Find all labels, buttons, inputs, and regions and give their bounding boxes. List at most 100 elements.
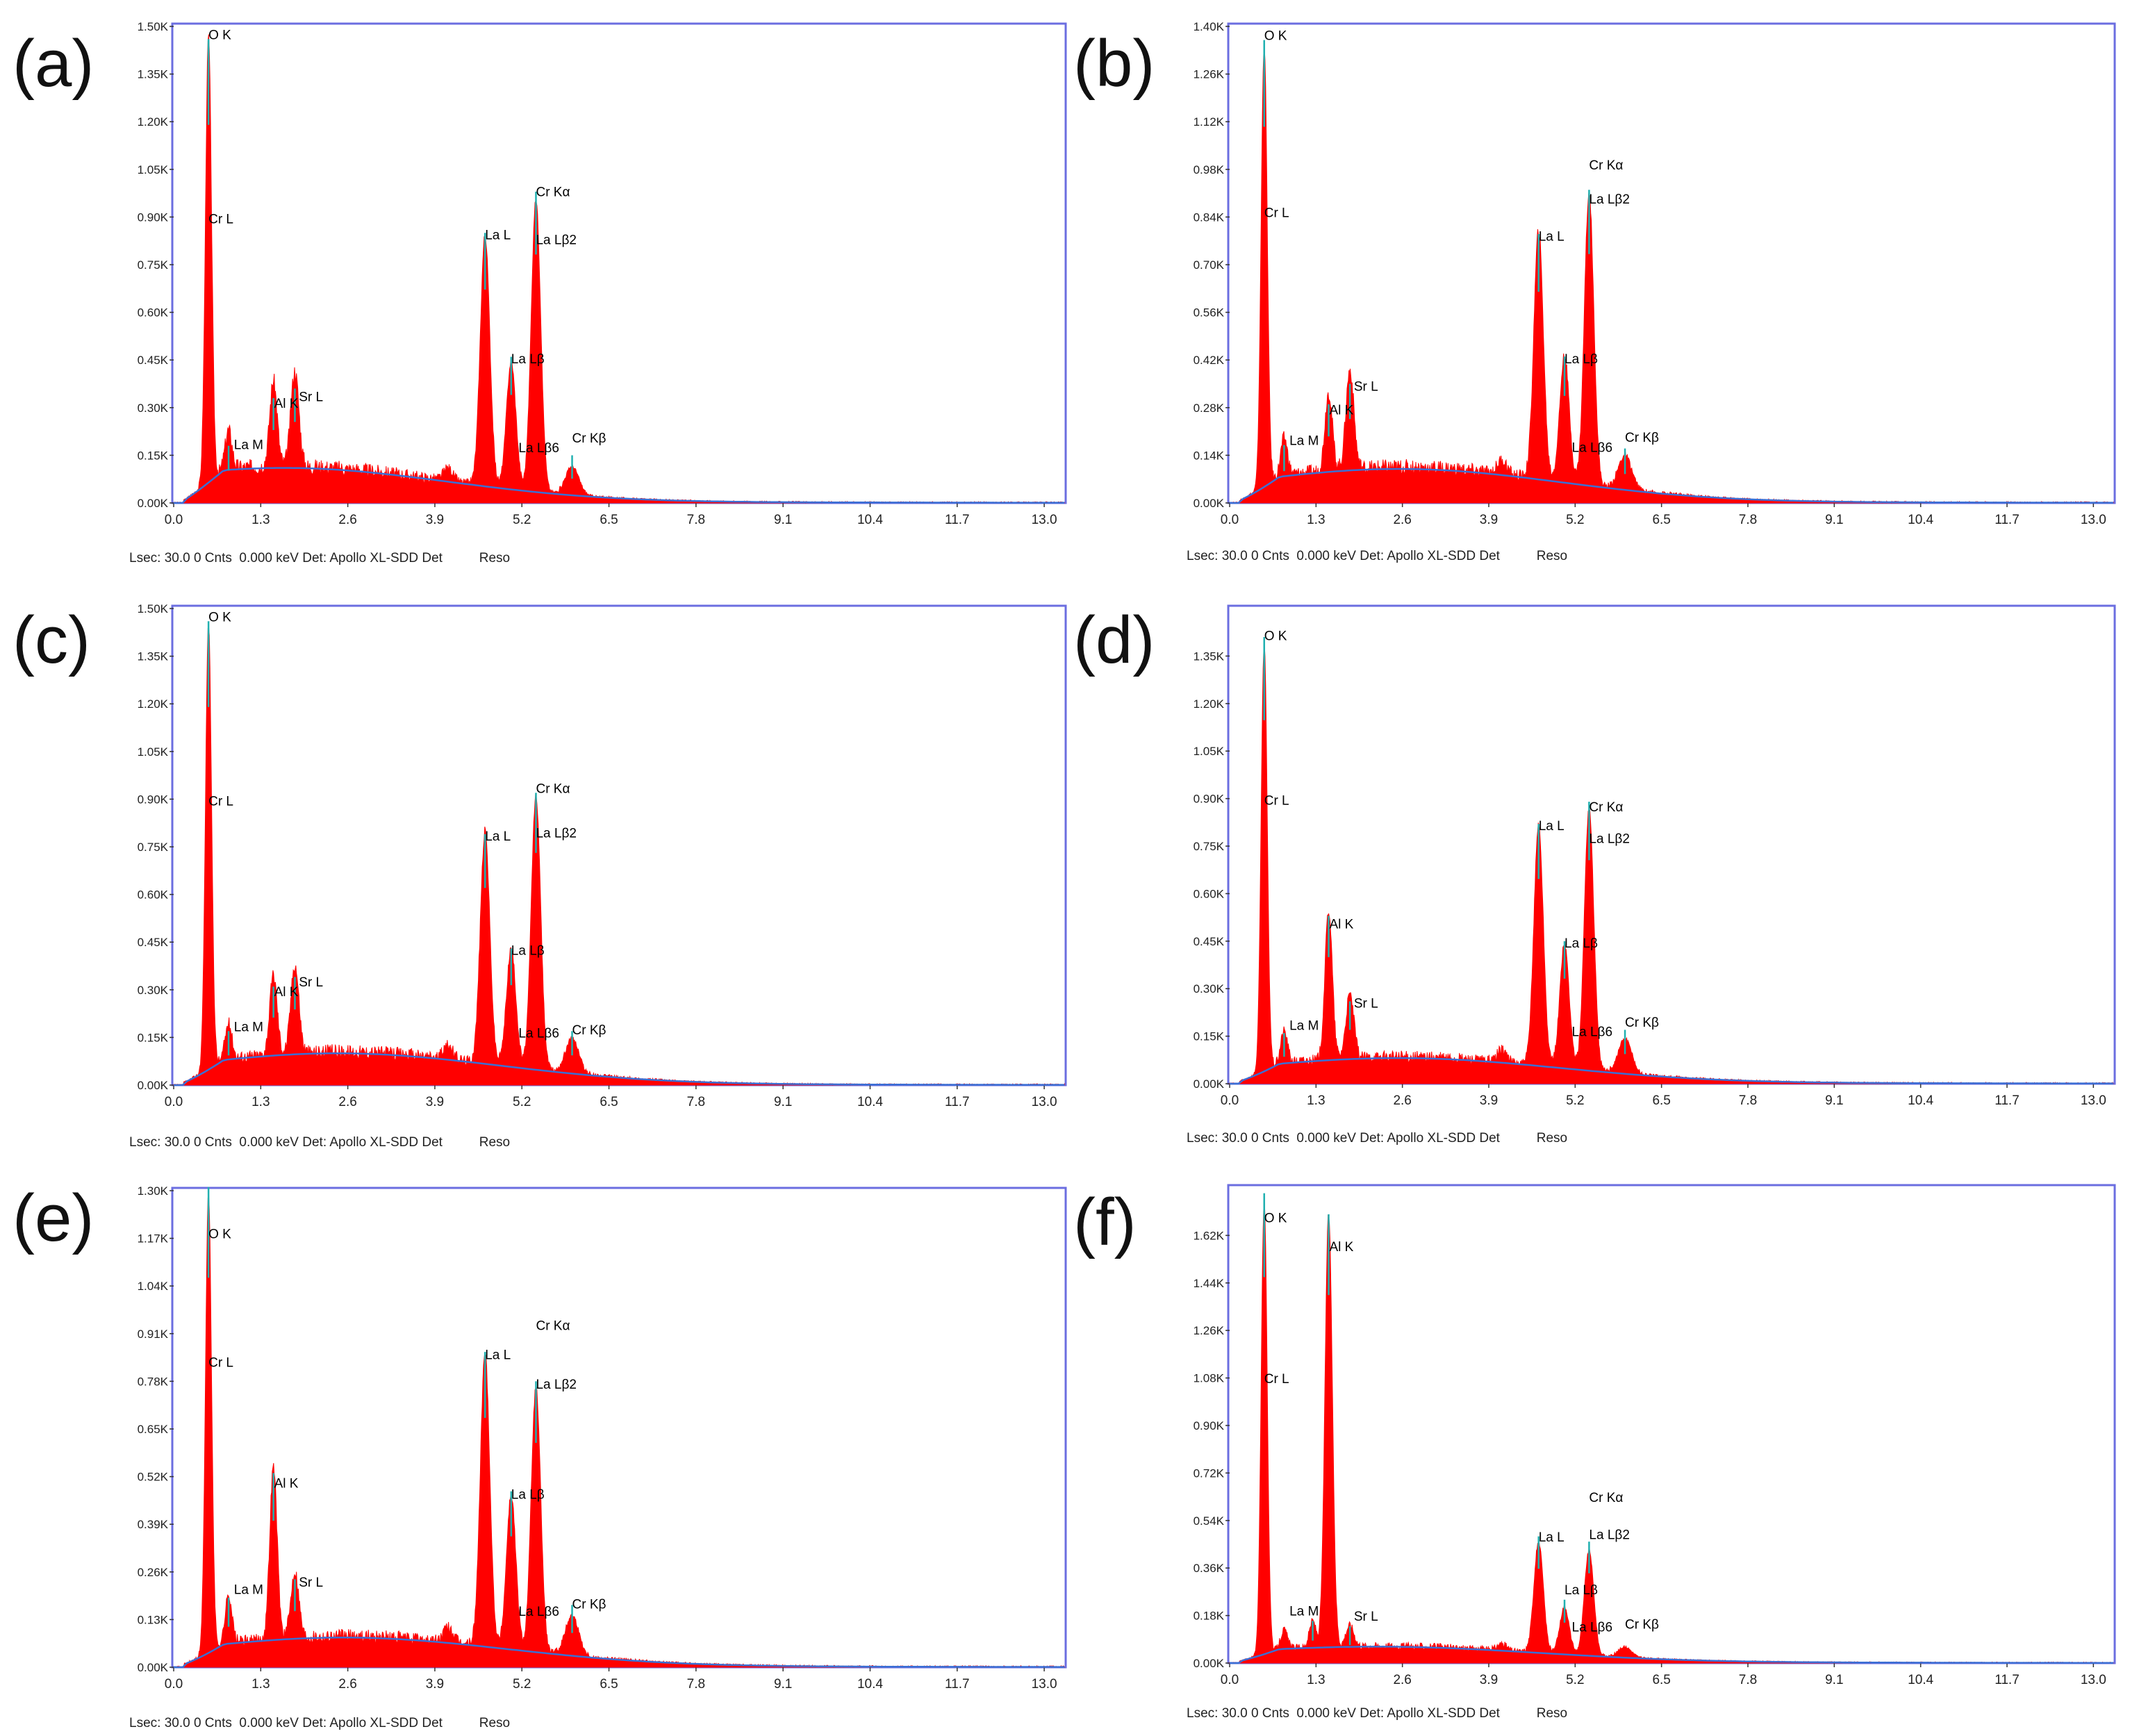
element-label: La Lβ6 [1572,1620,1612,1635]
element-label: La Lβ [511,1487,545,1502]
x-tick-label: 11.7 [945,1677,970,1692]
x-tick-label: 9.1 [1825,1093,1843,1108]
y-tick-label: 1.20K [1194,697,1225,711]
plot-frame [171,22,1067,504]
element-label: Cr L [208,213,233,227]
x-tick-label: 9.1 [1825,1673,1843,1687]
element-label: La M [234,438,263,452]
y-tick-label: 1.40K [1194,20,1225,33]
y-tick-label: 0.26K [138,1566,169,1579]
x-tick-label: 6.5 [1652,1093,1670,1108]
y-tick-label: 0.00K [1194,1657,1225,1670]
element-label: Sr L [299,975,323,990]
y-tick-label: 0.15K [138,449,169,462]
y-tick-label: 1.05K [138,163,169,176]
x-tick-label: 2.6 [338,1095,356,1109]
y-tick-label: 0.91K [138,1328,169,1341]
eds-spectrum-b: 0.00K 0.14K 0.28K 0.42K 0.56K 0.70K 0.84K 0.98K… [1194,20,2116,527]
x-tick-label: 5.2 [1566,1093,1584,1108]
element-label: Cr Kα [1589,158,1623,173]
x-tick-label: 3.9 [1480,1673,1498,1687]
element-label: Cr L [208,795,233,809]
y-tick-label: 0.39K [138,1518,169,1531]
x-tick-label: 13.0 [1032,513,1057,527]
x-tick-label: 13.0 [2081,513,2106,527]
panel-label-a: (a) [13,26,94,101]
element-label: La Lβ2 [1589,1528,1629,1542]
y-tick-label: 0.54K [1194,1514,1225,1528]
element-label: La Lβ [511,943,545,958]
x-tick-label: 0.0 [1221,513,1239,527]
footer-d: Lsec: 30.0 0 Cnts 0.000 keV Det: Apollo … [1187,1131,1568,1146]
x-tick-label: 6.5 [1652,1673,1670,1687]
eds-spectrum-f: 0.00K 0.18K 0.36K 0.54K 0.72K 0.90K 1.08K 1.26K… [1194,1184,2116,1687]
y-tick-label: 1.20K [138,115,169,129]
y-tick-label: 0.14K [1194,449,1225,462]
element-label: La Lβ6 [1572,1025,1612,1040]
element-label: O K [208,1227,231,1242]
y-tick-label: 0.90K [1194,1419,1225,1432]
element-label: Al K [274,397,299,411]
y-tick-label: 0.30K [138,402,169,415]
element-label: Cr Kα [1589,1491,1623,1505]
x-tick-label: 10.4 [1908,513,1933,527]
element-label: La Lβ2 [536,233,576,247]
y-tick-label: 0.78K [138,1375,169,1388]
x-tick-label: 3.9 [426,1095,444,1109]
element-label: Cr Kβ [572,1598,606,1612]
y-tick-label: 1.62K [1194,1229,1225,1242]
y-tick-label: 0.72K [1194,1466,1225,1480]
footer-e: Lsec: 30.0 0 Cnts 0.000 keV Det: Apollo … [129,1716,511,1730]
y-tick-label: 0.65K [138,1423,169,1436]
element-label: O K [208,610,231,625]
x-tick-label: 3.9 [426,513,444,527]
x-tick-label: 2.6 [338,513,356,527]
y-tick-label: 0.00K [1194,497,1225,510]
y-tick-label: 0.00K [1194,1077,1225,1091]
element-label: Cr L [1264,206,1289,220]
y-tick-label: 0.36K [1194,1562,1225,1575]
y-tick-label: 0.13K [138,1613,169,1626]
y-tick-label: 0.60K [138,888,169,902]
y-tick-label: 0.30K [1194,982,1225,995]
y-tick-label: 1.26K [1194,68,1225,81]
y-tick-label: 0.30K [138,984,169,997]
y-tick-label: 0.42K [1194,354,1225,367]
element-label: Cr Kβ [1625,1618,1659,1632]
x-tick-label: 2.6 [1393,1093,1411,1108]
y-tick-label: 0.56K [1194,306,1225,320]
x-tick-label: 13.0 [2081,1093,2106,1108]
y-tick-label: 0.15K [1194,1030,1225,1043]
x-tick-label: 1.3 [1307,1093,1325,1108]
y-tick-label: 0.18K [1194,1610,1225,1623]
y-tick-label: 0.75K [138,841,169,854]
element-label: Cr Kβ [1625,431,1659,445]
x-tick-label: 13.0 [1032,1677,1057,1692]
x-tick-label: 11.7 [1995,513,2020,527]
eds-spectrum-d: 0.00K 0.15K 0.30K 0.45K 0.60K 0.75K 0.90K 1.05K… [1194,604,2116,1108]
element-label: Al K [274,985,299,1000]
element-label: O K [208,28,231,42]
element-label: Cr Kα [536,782,570,796]
element-label: La Lβ2 [1589,192,1629,207]
element-label: Sr L [1354,997,1378,1011]
y-tick-label: 0.45K [1194,935,1225,948]
y-tick-label: 1.35K [1194,650,1225,663]
element-label: Sr L [1354,379,1378,394]
y-tick-label: 0.52K [138,1471,169,1484]
element-label: Cr L [1264,1372,1289,1387]
y-tick-label: 1.20K [138,697,169,711]
footer-f: Lsec: 30.0 0 Cnts 0.000 keV Det: Apollo … [1187,1706,1568,1721]
x-tick-label: 7.8 [1739,1673,1757,1687]
background-fit-line [174,1052,1064,1086]
element-label: Cr L [1264,794,1289,809]
y-tick-label: 0.75K [1194,840,1225,853]
x-tick-label: 10.4 [857,1095,883,1109]
panel-label-e: (e) [13,1181,94,1255]
x-tick-label: 1.3 [251,513,270,527]
x-tick-label: 5.2 [1566,513,1584,527]
spectrum-area [174,34,1065,504]
element-label: La Lβ6 [518,1026,559,1041]
x-tick-label: 11.7 [945,513,970,527]
panel-label-d: (d) [1073,603,1155,677]
